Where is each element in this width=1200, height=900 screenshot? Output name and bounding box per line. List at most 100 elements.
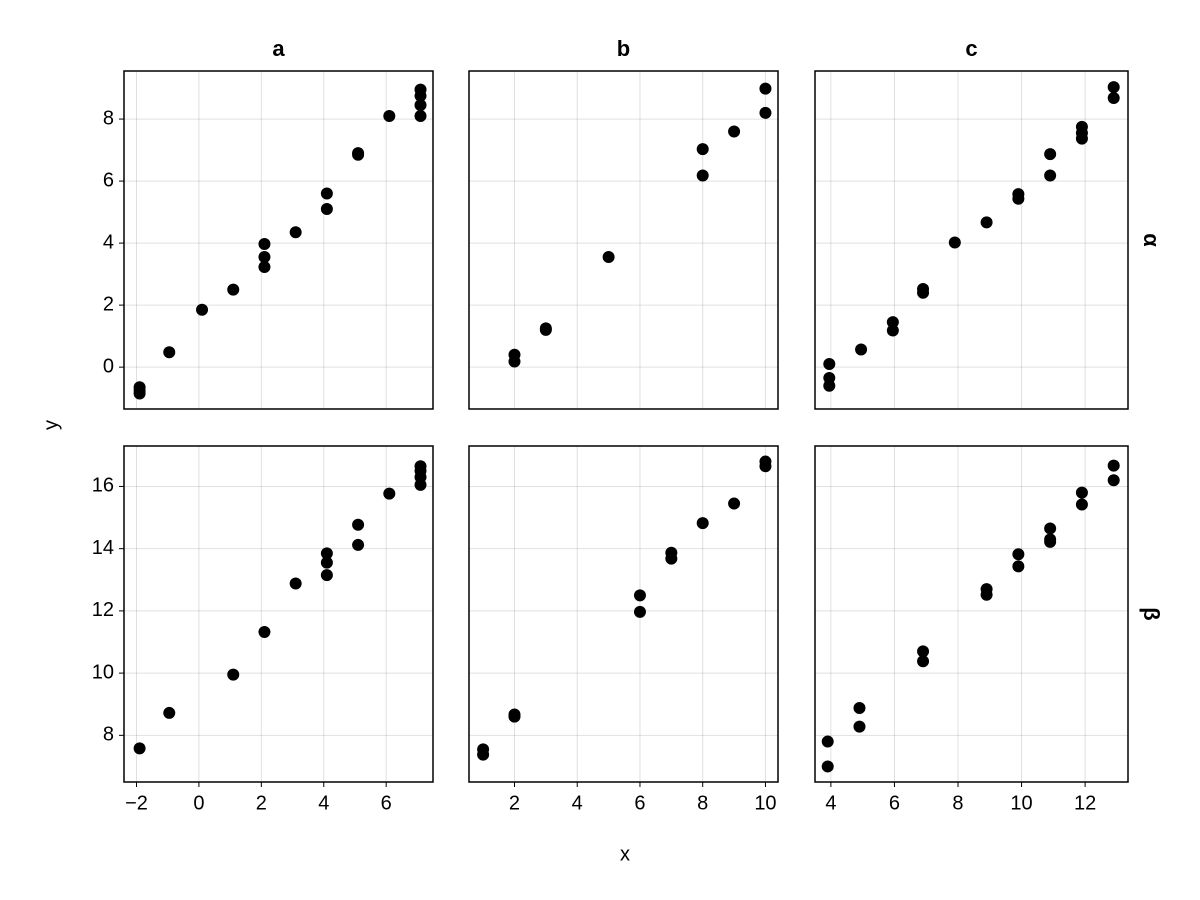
- point: [1044, 535, 1057, 548]
- point: [508, 355, 521, 368]
- panel-frame: [814, 445, 1129, 783]
- y-tick-label: 14: [92, 537, 114, 559]
- point: [1107, 474, 1120, 487]
- point: [728, 497, 741, 510]
- x-tick-label: 4: [572, 792, 583, 814]
- x-tick-label: 6: [381, 792, 392, 814]
- point: [320, 569, 333, 582]
- point: [352, 147, 365, 160]
- x-tick-label: 10: [1010, 792, 1032, 814]
- y-tick-label: 16: [92, 475, 114, 497]
- x-tick-label: 6: [889, 792, 900, 814]
- panel-frame: [814, 70, 1129, 410]
- point: [320, 187, 333, 200]
- point: [917, 286, 930, 299]
- point: [1075, 486, 1088, 499]
- point: [1044, 169, 1057, 182]
- point: [633, 589, 646, 602]
- point: [1075, 498, 1088, 511]
- point: [289, 226, 302, 239]
- row-label: α: [1139, 233, 1164, 247]
- point: [477, 748, 490, 761]
- x-tick-label: 4: [825, 792, 836, 814]
- x-tick-label: 8: [697, 792, 708, 814]
- point: [320, 202, 333, 215]
- x-tick-label: 12: [1074, 792, 1096, 814]
- point: [1044, 522, 1057, 535]
- point: [258, 251, 271, 264]
- y-axis-label: y: [40, 420, 62, 430]
- point: [1044, 148, 1057, 161]
- y-tick-label: 10: [92, 661, 114, 683]
- panel-frame: [468, 445, 779, 783]
- point: [383, 487, 396, 500]
- x-tick-label: 10: [754, 792, 776, 814]
- point: [853, 701, 866, 714]
- point: [133, 742, 146, 755]
- point: [1012, 192, 1025, 205]
- panel-frame: [123, 70, 434, 410]
- point: [633, 605, 646, 618]
- point: [163, 346, 176, 359]
- x-axis-label: x: [620, 843, 630, 865]
- point: [1107, 81, 1120, 94]
- point: [948, 236, 961, 249]
- point: [853, 720, 866, 733]
- panel-frame: [123, 445, 434, 783]
- point: [383, 109, 396, 122]
- point: [1107, 459, 1120, 472]
- point: [886, 324, 899, 337]
- x-tick-label: 2: [509, 792, 520, 814]
- point: [258, 260, 271, 273]
- y-tick-label: 12: [92, 599, 114, 621]
- point: [665, 552, 678, 565]
- point: [1107, 91, 1120, 104]
- point: [320, 556, 333, 569]
- point: [352, 538, 365, 551]
- point: [196, 303, 209, 316]
- x-tick-label: 6: [634, 792, 645, 814]
- point: [602, 251, 615, 264]
- point: [1075, 132, 1088, 145]
- point: [414, 109, 427, 122]
- point: [821, 760, 834, 773]
- point: [227, 283, 240, 296]
- point: [133, 387, 146, 400]
- y-tick-label: 6: [103, 169, 114, 191]
- point: [821, 735, 834, 748]
- point: [855, 343, 868, 356]
- point: [917, 655, 930, 668]
- point: [414, 99, 427, 112]
- x-tick-label: 8: [952, 792, 963, 814]
- y-tick-label: 2: [103, 293, 114, 315]
- point: [539, 323, 552, 336]
- point: [759, 82, 772, 95]
- y-tick-label: 8: [103, 107, 114, 129]
- point: [227, 668, 240, 681]
- point: [508, 710, 521, 723]
- point: [1012, 560, 1025, 573]
- point: [980, 588, 993, 601]
- point: [759, 460, 772, 473]
- y-tick-label: 8: [103, 724, 114, 746]
- point: [917, 645, 930, 658]
- column-title: b: [617, 36, 630, 61]
- point: [823, 358, 836, 371]
- point: [696, 143, 709, 156]
- y-tick-label: 4: [103, 231, 114, 253]
- point: [414, 478, 427, 491]
- point: [258, 626, 271, 639]
- panel-frame: [468, 70, 779, 410]
- point: [258, 238, 271, 251]
- x-tick-label: 0: [193, 792, 204, 814]
- column-title: a: [272, 36, 285, 61]
- point: [696, 517, 709, 530]
- row-label: β: [1139, 607, 1164, 620]
- point: [289, 577, 302, 590]
- point: [1012, 548, 1025, 561]
- point: [728, 125, 741, 138]
- point: [696, 169, 709, 182]
- x-tick-label: 4: [318, 792, 329, 814]
- point: [759, 106, 772, 119]
